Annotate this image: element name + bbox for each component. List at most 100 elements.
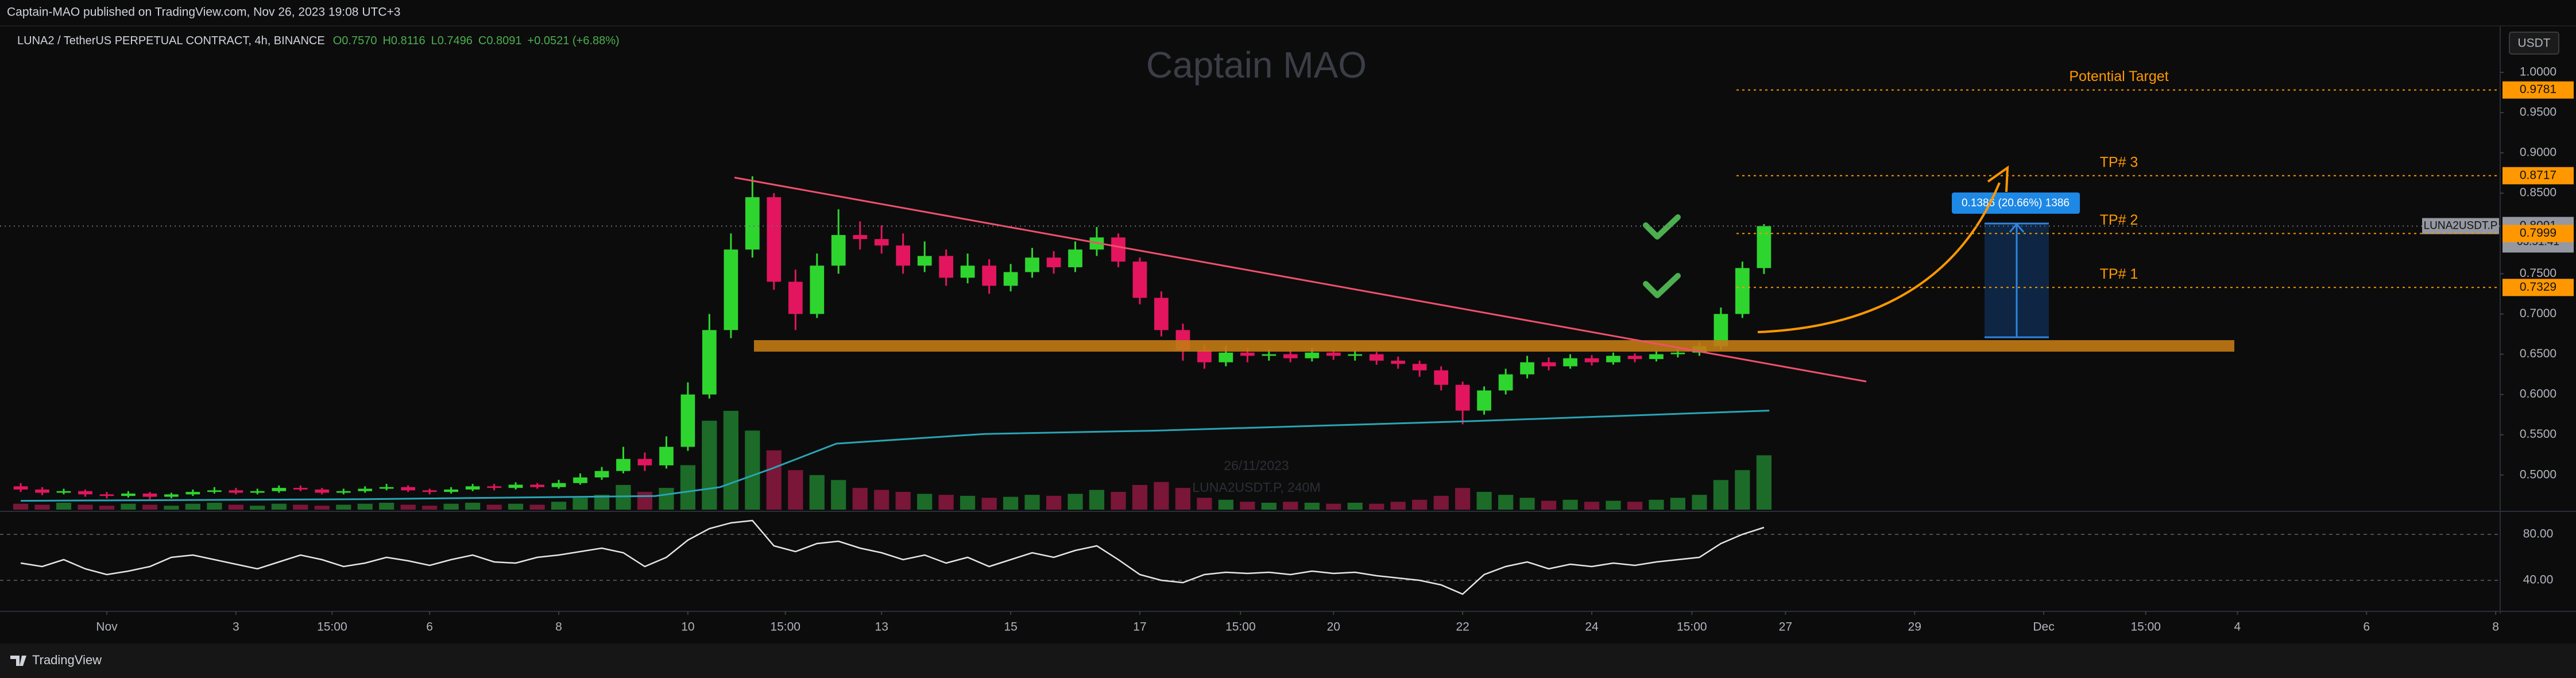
volume-bar (551, 502, 567, 510)
y-tick-label: 0.7500 (2520, 267, 2556, 280)
candle-body (56, 491, 71, 493)
candle-body (853, 235, 868, 240)
volume-bar (1132, 485, 1148, 510)
volume-bar (1735, 470, 1750, 510)
legend-low: L0.7496 (431, 34, 473, 47)
volume-bar (1455, 488, 1471, 510)
x-tick-label: 29 (1908, 621, 1921, 634)
volume-bar (1390, 502, 1406, 510)
volume-bar (1197, 498, 1212, 510)
volume-bar (680, 465, 696, 510)
volume-bar (1498, 495, 1514, 510)
volume-bar (1670, 498, 1685, 510)
measure-label-bg (1952, 192, 2080, 214)
candle-body (1219, 352, 1233, 363)
candle-body (1391, 360, 1406, 364)
x-tick-label: 15:00 (770, 621, 800, 634)
volume-bar (917, 494, 933, 510)
candle-body (1541, 362, 1556, 367)
candle-body (724, 249, 738, 330)
volume-bar (1713, 480, 1728, 510)
target-name: Potential Target (2069, 68, 2168, 84)
candle-body (1197, 350, 1212, 363)
candle-body (1132, 261, 1147, 298)
candle-body (831, 235, 846, 266)
x-tick-label: 4 (2234, 621, 2241, 634)
target-label-bg (2502, 81, 2574, 99)
target-label: 0.7329 (2520, 280, 2556, 294)
volume-bar (1649, 499, 1664, 510)
volume-bar (207, 502, 222, 510)
volume-bar (465, 502, 481, 510)
legend-change: +0.0521 (+6.88%) (528, 34, 620, 47)
y-tick-label: 0.9500 (2520, 106, 2556, 119)
rsi-tick-label: 40.00 (2523, 573, 2554, 587)
candle-body (1670, 352, 1685, 355)
candle-body (810, 265, 825, 314)
volume-bar (357, 503, 373, 510)
candle-body (1305, 352, 1320, 359)
candle-body (1735, 268, 1750, 314)
watermark-symbol: LUNA2USDT.P, 240M (1192, 480, 1320, 495)
volume-bar (1606, 500, 1621, 510)
candle-body (444, 489, 458, 492)
legend-open: O0.7570 (333, 34, 377, 47)
candle-body (1627, 356, 1642, 359)
currency-button[interactable] (2509, 32, 2559, 55)
candle-body (637, 459, 652, 465)
volume-bar (1089, 490, 1105, 510)
volume-bar (271, 503, 287, 510)
currency[interactable]: USDT (2517, 37, 2550, 50)
volume-bar (1369, 503, 1384, 510)
candle-body (767, 197, 782, 282)
volume-bar (250, 506, 265, 510)
measure-arrowhead (2009, 222, 2025, 233)
volume-bar (1347, 502, 1363, 510)
target-label: 0.9781 (2520, 83, 2556, 96)
candle-body (508, 484, 523, 488)
volume-bar (56, 502, 72, 510)
target-label-bg (2502, 279, 2574, 296)
symbol-tag-bg (2422, 218, 2499, 234)
x-tick-label: 15 (1004, 621, 1017, 634)
volume-bar (142, 504, 158, 510)
volume-bar (1562, 499, 1578, 510)
checkmark (1643, 273, 1681, 298)
x-tick-label: 10 (681, 621, 694, 634)
volume-bar (1261, 502, 1277, 510)
volume-bar (1111, 492, 1126, 510)
volume-bar (573, 498, 588, 510)
x-tick-label: 8 (555, 621, 562, 634)
volume-bar (443, 503, 459, 510)
target-name: TP# 1 (2100, 266, 2138, 282)
volume-bar (852, 488, 868, 510)
candle-body (315, 489, 330, 493)
x-tick-label: 6 (426, 621, 433, 634)
publisher: Captain-MAO published on TradingView.com… (7, 6, 400, 19)
candle-body (185, 492, 200, 495)
candle-body (702, 330, 717, 395)
volume-bar (400, 504, 416, 510)
candle-body (1434, 370, 1449, 385)
x-tick-label: 15:00 (1677, 621, 1707, 634)
rsi-tick-label: 80.00 (2523, 527, 2554, 541)
measure-label: 0.1386 (20.66%) 1386 (1962, 197, 2070, 209)
symbol-tag: LUNA2USDT.P (2424, 220, 2498, 232)
y-tick-label: 0.6500 (2520, 347, 2556, 360)
volume-bar (34, 504, 50, 510)
candle-body (1455, 384, 1470, 411)
x-tick-label: 15:00 (2130, 621, 2161, 634)
candle-body (1412, 364, 1427, 371)
candle-body (401, 487, 416, 491)
volume-bar (293, 504, 308, 510)
candle-body (616, 459, 631, 471)
volume-bar (1756, 455, 1772, 510)
candle-body (1326, 352, 1341, 356)
candle-body (1520, 362, 1534, 375)
x-tick-label: 27 (1779, 621, 1792, 634)
candle-body (336, 491, 351, 493)
candle-body (1584, 358, 1599, 363)
candle-body (1606, 356, 1620, 363)
candle-body (229, 490, 243, 493)
